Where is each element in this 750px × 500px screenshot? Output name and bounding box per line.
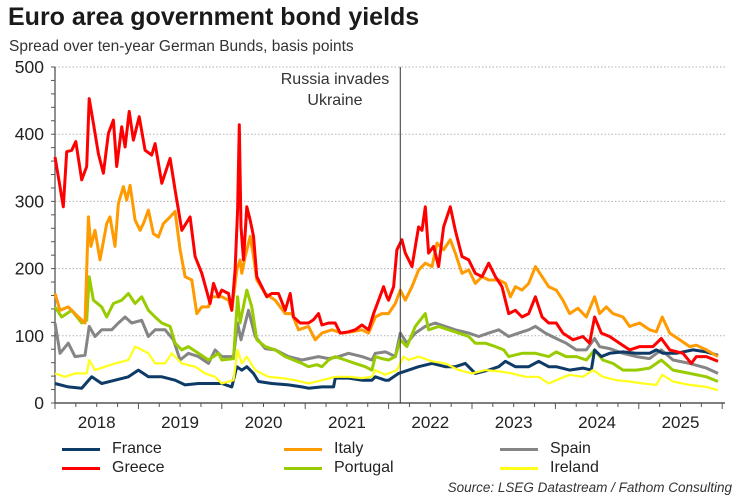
legend-item-ireland: Ireland <box>500 459 599 477</box>
y-tick-label: 400 <box>15 124 44 144</box>
x-tick-label: 2018 <box>78 413 116 432</box>
series-line-spain <box>53 308 719 375</box>
legend-swatch <box>500 447 538 451</box>
x-tick-label: 2025 <box>662 413 700 432</box>
y-tick-label: 500 <box>15 57 44 77</box>
x-tick-label: 2024 <box>578 413 616 432</box>
series-line-france <box>54 348 719 390</box>
annotation-text-line1: Russia invades <box>281 71 390 88</box>
legend-label: Portugal <box>334 459 394 476</box>
series-line-ireland <box>54 345 719 392</box>
legend-swatch <box>62 447 100 451</box>
annotation-text-line2: Ukraine <box>307 92 362 109</box>
chart-subtitle: Spread over ten-year German Bunds, basis… <box>9 38 354 55</box>
tick-labels: 0 100 200 300 400 500 2018 2019 2020 2021 2022 2023… <box>15 57 700 432</box>
y-tick-label: 0 <box>34 393 44 413</box>
x-tick-label: 2023 <box>495 413 533 432</box>
axes <box>51 66 725 409</box>
legend-swatch <box>284 447 322 451</box>
legend-label: France <box>112 440 162 457</box>
legend-label: Greece <box>112 459 165 476</box>
x-tick-label: 2020 <box>245 413 283 432</box>
x-tick-label: 2019 <box>161 413 199 432</box>
legend-label: Ireland <box>550 459 599 476</box>
y-tick-label: 200 <box>15 259 44 279</box>
legend-swatch <box>284 466 322 470</box>
legend-label: Italy <box>334 440 364 457</box>
legend-swatch <box>500 466 538 470</box>
legend-label: Spain <box>550 440 591 457</box>
series-line-greece <box>53 97 719 365</box>
legend-item-greece: Greece <box>62 459 164 477</box>
y-tick-label: 300 <box>15 191 44 211</box>
x-tick-label: 2021 <box>328 413 366 432</box>
x-tick-label: 2022 <box>411 413 449 432</box>
legend-swatch <box>62 466 100 470</box>
legend-item-italy: Italy <box>284 440 363 458</box>
legend-item-france: France <box>62 440 162 458</box>
legend-item-portugal: Portugal <box>284 459 394 477</box>
source-note: Source: LSEG Datastream / Fathom Consult… <box>447 480 732 495</box>
y-tick-label: 100 <box>15 326 44 346</box>
annotation: Russia invades Ukraine <box>281 67 401 403</box>
legend-item-spain: Spain <box>500 440 591 458</box>
chart-title: Euro area government bond yields <box>8 3 420 31</box>
series-lines <box>53 97 719 392</box>
series-line-portugal <box>53 275 719 383</box>
